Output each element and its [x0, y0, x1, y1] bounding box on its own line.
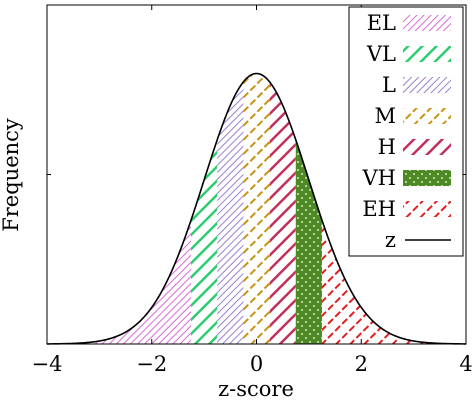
- legend-swatch-m: [403, 108, 451, 124]
- x-tick-label: −2: [136, 352, 167, 376]
- band-el: [47, 220, 192, 344]
- legend-swatch-l: [403, 77, 451, 93]
- y-axis-label: Frequency: [0, 118, 23, 232]
- band-h: [269, 81, 296, 344]
- legend-swatch-vl: [403, 46, 451, 62]
- legend-label-m: M: [374, 104, 396, 128]
- x-tick-label: −4: [32, 352, 63, 376]
- x-axis-label: z-score: [218, 377, 294, 401]
- legend-label-el: EL: [367, 11, 396, 35]
- legend-label-z: z: [385, 228, 396, 252]
- legend-swatch-vh: [403, 170, 451, 186]
- legend-label-h: H: [378, 135, 396, 159]
- legend-swatch-el: [403, 15, 451, 31]
- x-axis: −4 −2 0 2 4: [32, 5, 473, 376]
- band-eh: [321, 220, 466, 344]
- legend-label-vh: VH: [362, 166, 396, 190]
- band-m: [243, 73, 270, 345]
- legend-label-eh: EH: [362, 197, 396, 221]
- legend: EL VL LMH VH EH z: [348, 6, 464, 257]
- band-vl: [191, 139, 218, 344]
- legend-label-vl: VL: [366, 42, 396, 66]
- x-tick-label: 0: [250, 352, 263, 376]
- bands-layer: [47, 73, 466, 345]
- legend-swatch-eh: [403, 201, 451, 217]
- x-tick-label: 4: [459, 352, 472, 376]
- legend-swatch-h: [403, 139, 451, 155]
- z-curve: [46, 72, 467, 345]
- x-tick-label: 2: [355, 352, 368, 376]
- band-vh: [295, 139, 322, 344]
- band-l: [217, 81, 244, 344]
- legend-label-l: L: [382, 73, 396, 97]
